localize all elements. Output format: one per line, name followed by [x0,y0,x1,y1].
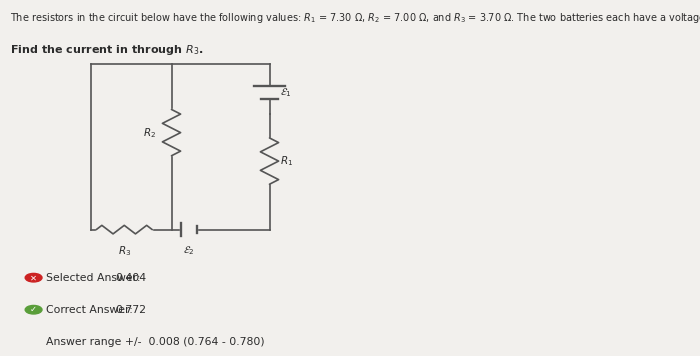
Text: ✕: ✕ [30,273,37,282]
Text: $R_1$: $R_1$ [280,154,293,168]
Text: Selected Answer:: Selected Answer: [46,273,141,283]
Text: Correct Answer:: Correct Answer: [46,305,133,315]
Text: The resistors in the circuit below have the following values: $R_1$ = 7.30 $\Ome: The resistors in the circuit below have … [10,11,700,25]
Text: Answer range +/-  0.008 (0.764 - 0.780): Answer range +/- 0.008 (0.764 - 0.780) [46,337,265,347]
Text: $R_2$: $R_2$ [143,126,156,140]
Text: Find the current in through $R_3$.: Find the current in through $R_3$. [10,43,204,57]
Text: ✓: ✓ [30,305,37,314]
Text: $\mathcal{E}_2$: $\mathcal{E}_2$ [183,244,195,257]
Text: 0.404: 0.404 [116,273,146,283]
Text: $\mathcal{E}_1$: $\mathcal{E}_1$ [280,86,292,99]
Text: 0.772: 0.772 [116,305,146,315]
Text: $R_3$: $R_3$ [118,244,131,258]
